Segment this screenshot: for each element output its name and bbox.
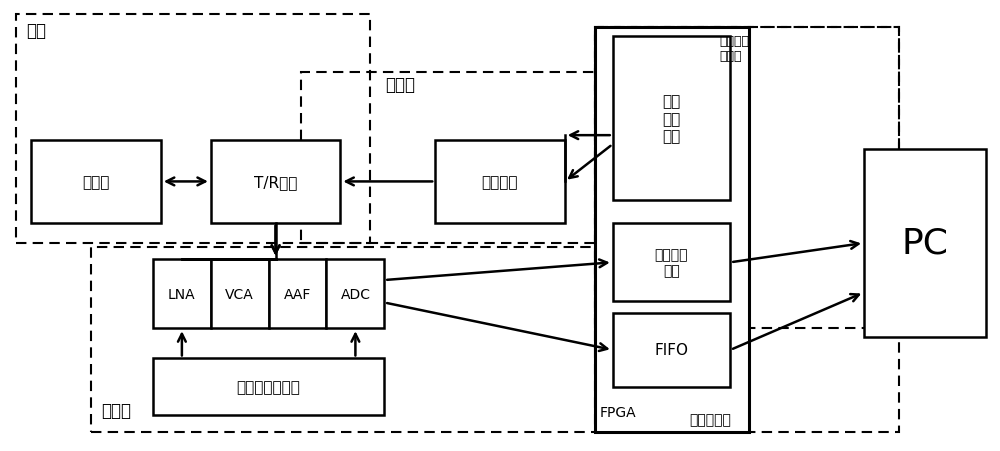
- Bar: [613, 37, 730, 201]
- Bar: [613, 313, 730, 387]
- Text: 发射板: 发射板: [385, 75, 415, 93]
- Bar: [91, 248, 665, 432]
- Text: T/R开关: T/R开关: [254, 175, 297, 189]
- Bar: [153, 259, 211, 329]
- Text: 数据采集板: 数据采集板: [689, 412, 731, 426]
- Text: PC: PC: [901, 226, 948, 260]
- Text: 接收板: 接收板: [101, 401, 131, 419]
- Bar: [211, 259, 269, 329]
- Text: 发射
波束
控制: 发射 波束 控制: [662, 94, 681, 144]
- Text: 接收波束
合成: 接收波束 合成: [655, 248, 688, 277]
- Text: 换能器: 换能器: [82, 175, 110, 189]
- Bar: [326, 259, 384, 329]
- Text: VCA: VCA: [225, 287, 254, 301]
- Bar: [269, 259, 326, 329]
- Text: 母板: 母板: [26, 22, 46, 40]
- Text: 接收预处理配置: 接收预处理配置: [237, 379, 301, 394]
- Bar: [595, 28, 899, 329]
- Bar: [435, 140, 565, 223]
- Text: LNA: LNA: [168, 287, 196, 301]
- Bar: [864, 149, 986, 337]
- Bar: [211, 140, 340, 223]
- Bar: [595, 28, 899, 432]
- Bar: [301, 73, 670, 244]
- Text: ADC: ADC: [340, 287, 370, 301]
- Text: 数字信号
处理板: 数字信号 处理板: [719, 35, 749, 63]
- Text: AAF: AAF: [284, 287, 311, 301]
- Text: FIFO: FIFO: [655, 342, 689, 357]
- Bar: [16, 15, 370, 244]
- Bar: [153, 359, 384, 414]
- Bar: [31, 140, 161, 223]
- Bar: [595, 28, 749, 432]
- Bar: [613, 223, 730, 302]
- Text: FPGA: FPGA: [600, 405, 636, 419]
- Text: 脉冲发射: 脉冲发射: [482, 175, 518, 189]
